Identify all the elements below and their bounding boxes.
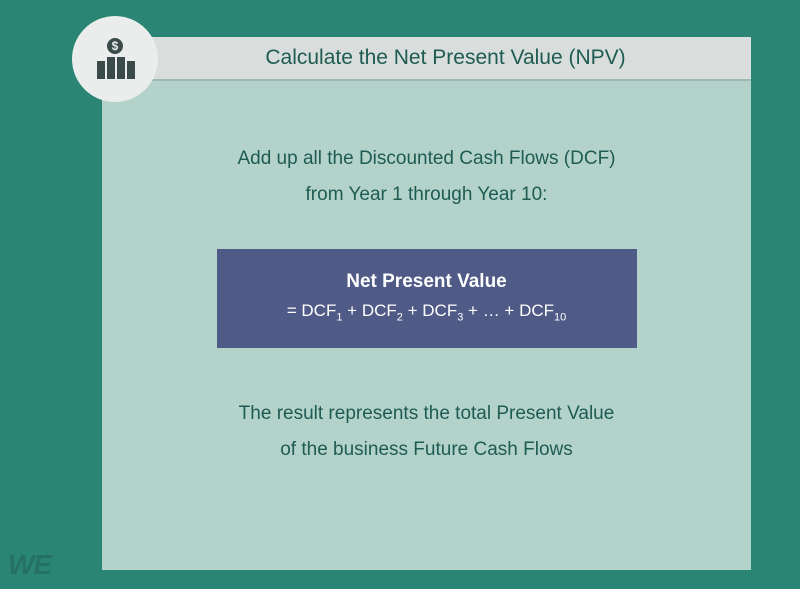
outro-line-2: of the business Future Cash Flows [239, 432, 615, 468]
content-panel: Add up all the Discounted Cash Flows (DC… [102, 81, 751, 570]
icon-circle: $ [72, 16, 158, 102]
svg-text:$: $ [112, 39, 119, 53]
money-bars-icon: $ [91, 35, 139, 83]
intro-line-1: Add up all the Discounted Cash Flows (DC… [237, 141, 615, 177]
formula-expression: = DCF1 + DCF2 + DCF3 + … + DCF10 [237, 301, 617, 323]
infographic-canvas: Calculate the Net Present Value (NPV) $ … [0, 0, 800, 589]
outro-text: The result represents the total Present … [239, 396, 615, 468]
outro-line-1: The result represents the total Present … [239, 396, 615, 432]
formula-title: Net Present Value [237, 271, 617, 293]
intro-line-2: from Year 1 through Year 10: [237, 177, 615, 213]
watermark: WE [8, 549, 51, 581]
intro-text: Add up all the Discounted Cash Flows (DC… [237, 141, 615, 213]
header-bar: Calculate the Net Present Value (NPV) [140, 37, 751, 81]
formula-box: Net Present Value = DCF1 + DCF2 + DCF3 +… [217, 249, 637, 347]
header-title: Calculate the Net Present Value (NPV) [265, 46, 625, 70]
